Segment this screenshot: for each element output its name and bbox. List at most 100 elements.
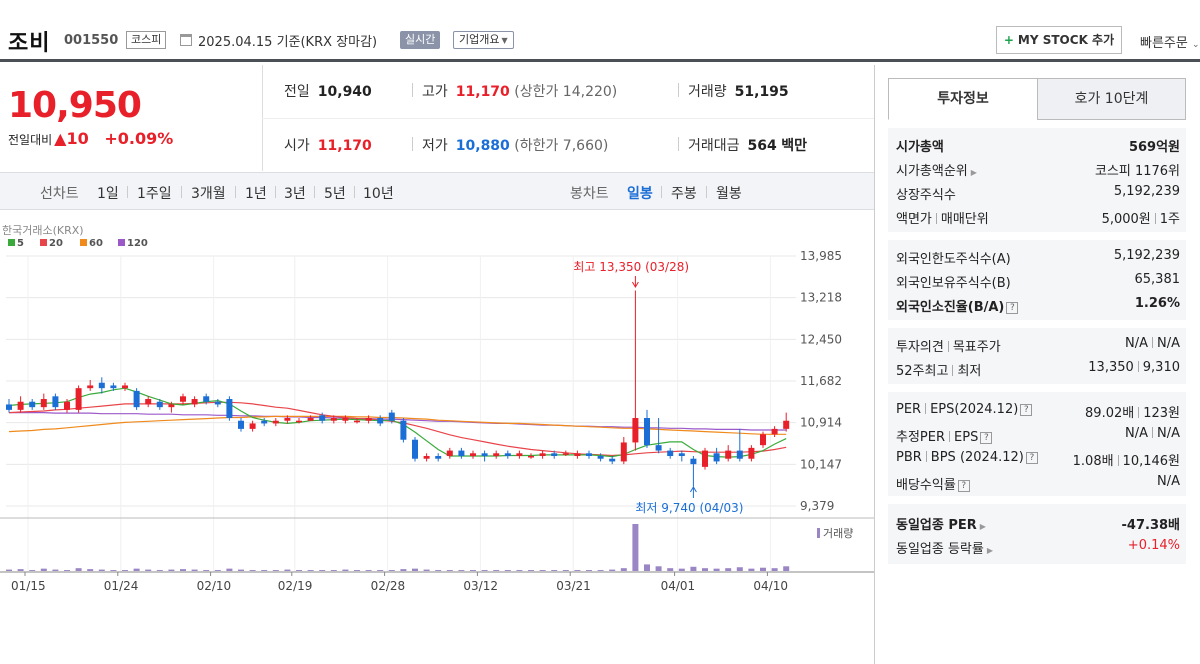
high-price: 고가 11,170 (상한가 14,220): [422, 81, 617, 101]
par-value-row: 액면가 매매단위 5,000원 1주: [896, 208, 1180, 227]
help-icon[interactable]: ?: [1006, 302, 1019, 314]
candle-body: [771, 428, 778, 435]
help-icon[interactable]: ?: [1025, 452, 1038, 464]
legend-label-120: 120: [127, 238, 148, 249]
candle-body: [261, 420, 268, 424]
candle-body: [238, 420, 244, 429]
foreign-ratio-label: 외국인소진율(B/A): [896, 300, 1005, 315]
chart-toolbar: 선차트 1일 1주일 3개월 1년 3년 5년 10년 봉차트 일봉 주봉 월봉: [0, 172, 874, 210]
volume-bar: [388, 570, 395, 571]
tab-investment-info[interactable]: 투자정보: [888, 78, 1038, 120]
candle-body: [168, 404, 175, 408]
trade-amount-value: 564: [747, 138, 777, 154]
period-daily[interactable]: 일봉: [627, 186, 653, 202]
volume-bar: [272, 570, 279, 571]
volume-bar: [307, 570, 314, 571]
week52-high-value: 13,350: [1088, 360, 1134, 375]
add-my-stock-button[interactable]: + MY STOCK 추가: [996, 26, 1122, 54]
period-10y[interactable]: 10년: [363, 186, 394, 202]
volume-bar: [168, 569, 175, 571]
candle-body: [365, 418, 372, 421]
candle-body: [528, 456, 534, 458]
volume-bar: [249, 570, 256, 571]
candle-body: [458, 450, 465, 457]
foreign-hold-value: 65,381: [1134, 272, 1181, 287]
period-1w[interactable]: 1주일: [137, 186, 172, 202]
candle-body: [632, 418, 639, 443]
volume-bar: [145, 569, 152, 571]
volume-bar: [400, 569, 407, 571]
est-eps-value: N/A: [1157, 426, 1180, 441]
week52-low-value: 9,310: [1142, 360, 1180, 375]
dividend-row: 배당수익률? N/A: [896, 474, 1180, 493]
x-tick-label: 04/10: [753, 579, 788, 593]
candle-body: [539, 453, 546, 457]
volume-bar: [760, 567, 766, 571]
volume-bar: [435, 570, 442, 571]
period-5y[interactable]: 5년: [324, 186, 346, 202]
volume-bar: [713, 568, 720, 571]
period-1d[interactable]: 1일: [97, 186, 119, 202]
period-monthly[interactable]: 월봉: [716, 186, 742, 202]
candle-body: [586, 453, 592, 457]
separator: [1117, 455, 1119, 466]
open-value: 11,170: [317, 138, 372, 154]
divider: [262, 118, 874, 119]
realtime-button[interactable]: 실시간: [400, 31, 441, 49]
volume-bar: [574, 570, 581, 571]
high-value: 11,170: [455, 84, 510, 100]
period-3m[interactable]: 3개월: [191, 186, 226, 202]
separator: [678, 137, 679, 151]
per-value: 89.02배: [1085, 406, 1135, 421]
candle-body: [354, 420, 360, 423]
separator: [412, 83, 413, 97]
candle-body: [6, 404, 12, 410]
separator: [1152, 337, 1153, 348]
bps-label: BPS (2024.12): [930, 450, 1024, 465]
company-info-dropdown[interactable]: 기업개요 ▼: [453, 31, 514, 49]
foreign-limit-row: 외국인한도주식수(A) 5,192,239: [896, 248, 1180, 267]
up-triangle-icon: ▲: [54, 129, 67, 148]
volume-bar: [493, 570, 500, 571]
volume-bar: [354, 570, 360, 571]
low-label: 저가: [422, 138, 448, 154]
low-value: 10,880: [455, 138, 510, 154]
quick-order-button[interactable]: 빠른주문 ⌄: [1140, 32, 1200, 51]
price-change: 전일대비 ▲10 +0.09%: [8, 129, 173, 148]
trade-amount-unit: 백만: [781, 138, 807, 154]
candle-body: [156, 401, 163, 408]
trade-unit-label: 매매단위: [940, 212, 989, 227]
candle-body: [644, 418, 650, 446]
period-1y[interactable]: 1년: [245, 186, 267, 202]
candle-body: [470, 453, 476, 457]
help-icon[interactable]: ?: [1020, 404, 1033, 416]
volume-bar: [238, 569, 244, 571]
period-3y[interactable]: 3년: [284, 186, 306, 202]
industry-rate-row[interactable]: 동일업종 등락률 ▶ +0.14%: [896, 538, 1180, 557]
chevron-right-icon: ▶: [979, 522, 986, 531]
pbr-value: 1.08배: [1072, 454, 1114, 469]
period-weekly[interactable]: 주봉: [671, 186, 697, 202]
week52-row: 52주최고 최저 13,350 9,310: [896, 360, 1180, 379]
candle-body: [342, 418, 349, 421]
current-price: 10,950: [8, 85, 142, 126]
volume-label: 거래량: [823, 527, 853, 540]
help-icon[interactable]: ?: [957, 480, 970, 492]
help-icon[interactable]: ?: [980, 432, 993, 444]
y-tick-label: 12,450: [800, 332, 842, 346]
separator: [181, 186, 182, 198]
legend-label-60: 60: [89, 238, 103, 249]
market-cap-rank-row[interactable]: 시가총액순위 ▶ 코스피 1176위: [896, 160, 1180, 179]
y-tick-label: 9,379: [800, 499, 834, 513]
industry-per-row[interactable]: 동일업종 PER ▶ -47.38배: [896, 514, 1180, 533]
foreign-hold-row: 외국인보유주식수(B) 65,381: [896, 272, 1180, 291]
foreign-limit-value: 5,192,239: [1113, 248, 1180, 263]
volume-bar: [644, 564, 650, 571]
target-value: N/A: [1157, 336, 1180, 351]
separator: [947, 341, 949, 352]
pbr-row: PBR BPS (2024.12)? 1.08배 10,146원: [896, 450, 1180, 469]
candle-body: [493, 453, 500, 457]
volume-bar: [481, 570, 488, 571]
tab-orderbook[interactable]: 호가 10단계: [1037, 78, 1186, 120]
